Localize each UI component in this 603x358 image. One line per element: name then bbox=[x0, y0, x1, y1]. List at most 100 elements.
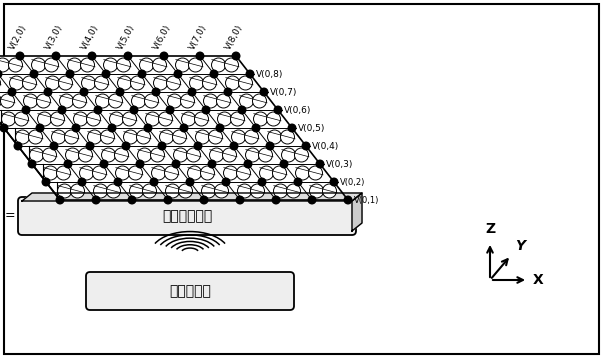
Circle shape bbox=[172, 160, 180, 168]
Circle shape bbox=[282, 148, 295, 162]
Circle shape bbox=[78, 148, 92, 162]
Circle shape bbox=[95, 76, 109, 90]
Circle shape bbox=[180, 124, 188, 132]
Circle shape bbox=[107, 184, 121, 198]
Circle shape bbox=[165, 166, 178, 180]
Circle shape bbox=[203, 76, 216, 90]
Circle shape bbox=[80, 166, 93, 180]
Circle shape bbox=[280, 130, 294, 144]
Circle shape bbox=[14, 112, 28, 126]
Circle shape bbox=[232, 52, 240, 60]
Circle shape bbox=[216, 94, 230, 108]
Circle shape bbox=[118, 76, 131, 90]
Circle shape bbox=[116, 88, 124, 96]
Circle shape bbox=[245, 148, 259, 162]
Text: V(2,0): V(2,0) bbox=[8, 23, 29, 51]
Text: X: X bbox=[533, 273, 544, 287]
Circle shape bbox=[108, 124, 116, 132]
Circle shape bbox=[174, 148, 188, 162]
Circle shape bbox=[30, 148, 43, 162]
Circle shape bbox=[22, 106, 30, 114]
Circle shape bbox=[166, 76, 180, 90]
Circle shape bbox=[42, 178, 50, 186]
Circle shape bbox=[58, 76, 72, 90]
Polygon shape bbox=[22, 193, 362, 201]
Circle shape bbox=[260, 88, 268, 96]
Circle shape bbox=[258, 178, 266, 186]
Polygon shape bbox=[46, 182, 348, 200]
Circle shape bbox=[200, 166, 215, 180]
Circle shape bbox=[57, 166, 71, 180]
Circle shape bbox=[188, 88, 196, 96]
Circle shape bbox=[246, 70, 254, 78]
Circle shape bbox=[238, 184, 251, 198]
Circle shape bbox=[14, 142, 22, 150]
Circle shape bbox=[0, 94, 2, 108]
Circle shape bbox=[295, 166, 309, 180]
Circle shape bbox=[87, 130, 101, 144]
Text: =: = bbox=[5, 209, 15, 223]
Circle shape bbox=[100, 160, 108, 168]
Circle shape bbox=[236, 166, 250, 180]
Circle shape bbox=[288, 124, 296, 132]
Circle shape bbox=[230, 112, 244, 126]
Circle shape bbox=[50, 142, 58, 150]
Circle shape bbox=[8, 88, 16, 96]
Text: V(8,0): V(8,0) bbox=[224, 23, 245, 51]
Circle shape bbox=[274, 106, 282, 114]
Circle shape bbox=[138, 70, 146, 78]
Circle shape bbox=[165, 184, 180, 198]
Circle shape bbox=[0, 70, 2, 78]
Circle shape bbox=[232, 130, 245, 144]
Circle shape bbox=[86, 112, 101, 126]
Circle shape bbox=[36, 94, 51, 108]
Text: V(7,0): V(7,0) bbox=[188, 23, 209, 51]
Circle shape bbox=[116, 58, 130, 72]
Circle shape bbox=[230, 142, 238, 150]
Circle shape bbox=[268, 130, 282, 144]
Circle shape bbox=[302, 142, 310, 150]
Circle shape bbox=[81, 76, 95, 90]
Text: V(0,3): V(0,3) bbox=[326, 160, 353, 169]
Circle shape bbox=[323, 184, 336, 198]
Circle shape bbox=[196, 52, 204, 60]
Text: V(3,0): V(3,0) bbox=[44, 23, 65, 51]
Circle shape bbox=[124, 130, 137, 144]
Circle shape bbox=[226, 76, 239, 90]
Circle shape bbox=[80, 88, 88, 96]
Circle shape bbox=[159, 112, 172, 126]
Circle shape bbox=[116, 166, 130, 180]
Circle shape bbox=[294, 148, 309, 162]
Text: V(0,8): V(0,8) bbox=[256, 69, 283, 78]
Circle shape bbox=[178, 184, 192, 198]
Circle shape bbox=[200, 196, 208, 204]
Circle shape bbox=[189, 58, 203, 72]
Circle shape bbox=[144, 124, 152, 132]
Circle shape bbox=[308, 196, 316, 204]
Circle shape bbox=[286, 184, 300, 198]
Circle shape bbox=[238, 106, 246, 114]
Circle shape bbox=[145, 94, 159, 108]
Circle shape bbox=[104, 58, 118, 72]
Circle shape bbox=[204, 94, 218, 108]
Circle shape bbox=[131, 94, 145, 108]
Circle shape bbox=[57, 184, 72, 198]
Text: V(4,0): V(4,0) bbox=[80, 23, 101, 51]
Circle shape bbox=[210, 70, 218, 78]
Polygon shape bbox=[4, 128, 306, 146]
Circle shape bbox=[95, 94, 110, 108]
Circle shape bbox=[122, 142, 130, 150]
Circle shape bbox=[253, 112, 268, 126]
Circle shape bbox=[24, 94, 37, 108]
Circle shape bbox=[151, 166, 165, 180]
Circle shape bbox=[212, 58, 226, 72]
Circle shape bbox=[115, 148, 128, 162]
Circle shape bbox=[16, 130, 30, 144]
Circle shape bbox=[266, 142, 274, 150]
Circle shape bbox=[128, 196, 136, 204]
Circle shape bbox=[150, 178, 158, 186]
Circle shape bbox=[68, 58, 81, 72]
Circle shape bbox=[122, 112, 136, 126]
FancyBboxPatch shape bbox=[18, 197, 356, 235]
Circle shape bbox=[130, 76, 145, 90]
